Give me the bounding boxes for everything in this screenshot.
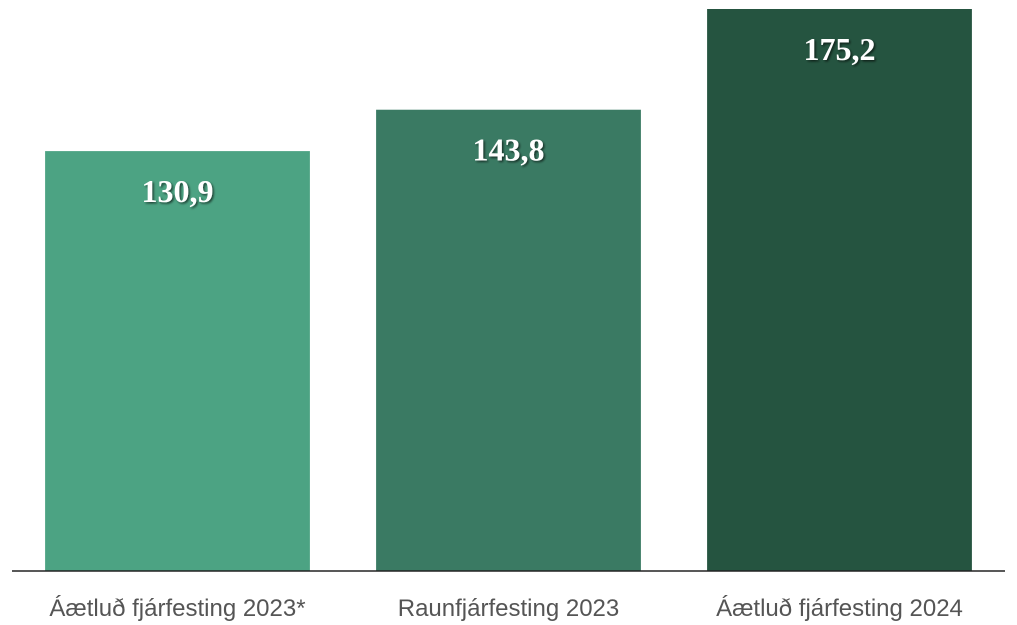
- x-tick-label: Áætluð fjárfesting 2023*: [49, 595, 305, 622]
- bar: [707, 9, 972, 571]
- value-label: 175,2: [804, 31, 876, 67]
- value-label: 130,9: [142, 173, 214, 209]
- bar: [45, 151, 310, 571]
- value-label: 143,8: [473, 132, 545, 168]
- bar: [376, 109, 641, 571]
- x-tick-label: Raunfjárfesting 2023: [398, 595, 619, 622]
- x-tick-label: Áætluð fjárfesting 2024: [716, 595, 963, 622]
